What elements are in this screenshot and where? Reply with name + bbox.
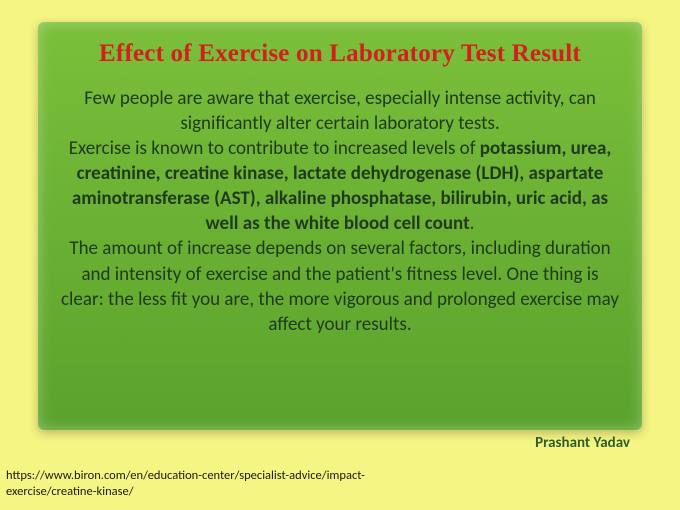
source-url: https://www.biron.com/en/education-cente…	[6, 468, 366, 499]
lead-in-text: Exercise is known to contribute to incre…	[69, 137, 480, 160]
intro-text: Few people are aware that exercise, espe…	[84, 87, 596, 135]
period: .	[470, 212, 475, 235]
card-body: Few people are aware that exercise, espe…	[60, 86, 620, 337]
outro-text: The amount of increase depends on severa…	[61, 237, 619, 335]
content-card: Effect of Exercise on Laboratory Test Re…	[38, 22, 642, 430]
card-title: Effect of Exercise on Laboratory Test Re…	[60, 40, 620, 68]
author-name: Prashant Yadav	[535, 434, 630, 452]
